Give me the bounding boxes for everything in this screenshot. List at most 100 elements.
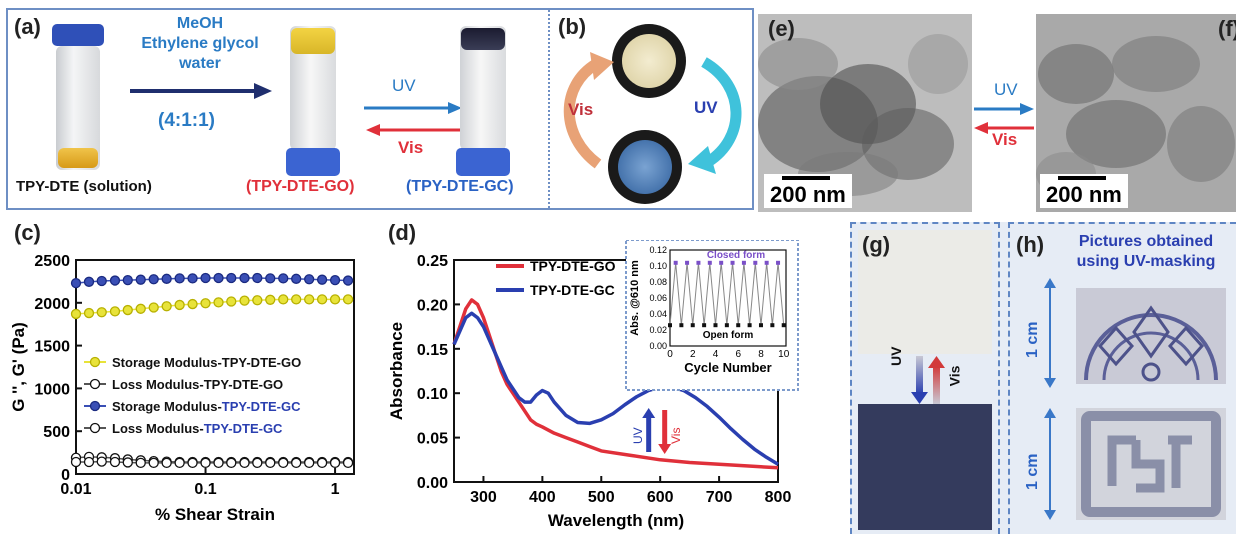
paper-after	[858, 404, 992, 530]
panel-h-title: Pictures obtained using UV-masking	[1060, 232, 1232, 272]
y-tick-label: 0	[61, 467, 70, 484]
data-point	[109, 306, 121, 317]
chart-modulus: 0 500 1000 1500 2000 2500 0.01 0.1 1 % Shear Stra…	[9, 253, 355, 524]
data-point	[83, 307, 95, 319]
data-point	[226, 457, 237, 469]
data-point	[122, 457, 133, 468]
vis-label-a: Vis	[398, 138, 424, 157]
data-point	[278, 273, 289, 284]
data-point	[226, 272, 237, 284]
data-point	[316, 294, 328, 305]
label-gc: (TPY-DTE-GC)	[406, 178, 514, 195]
x-tick-label: 600	[647, 489, 674, 506]
data-point	[187, 298, 198, 310]
inset-point	[747, 323, 752, 328]
inset-point	[730, 260, 735, 265]
inset-point	[770, 323, 775, 328]
scale-label-f: 200 nm	[1046, 182, 1122, 207]
panel-label-h: (h)	[1016, 232, 1045, 257]
arrows-uv-vis-ef	[974, 103, 1034, 134]
y-tick-label: 0.05	[417, 431, 448, 448]
legend-marker	[89, 356, 101, 368]
data-point	[174, 457, 185, 469]
vial-cap	[52, 24, 104, 46]
data-point	[304, 457, 315, 469]
legend-marker	[89, 400, 101, 412]
inset-y-tick-label: 0.08	[649, 277, 667, 287]
panel-label-f: (f)	[1218, 16, 1236, 41]
scale-bar-line	[1058, 176, 1106, 180]
legend-label: Storage Modulus-TPY-DTE-GO	[112, 355, 301, 370]
disc-gel-yellow	[612, 24, 686, 98]
scale-arrow-1	[1044, 278, 1056, 388]
y-axis-label: G '', G' (Pa)	[9, 322, 28, 412]
panel-label-b: (b)	[558, 14, 587, 39]
legend-label: TPY-DTE-GC	[530, 282, 615, 298]
scale-bar-e: 200 nm	[764, 174, 852, 208]
data-point	[304, 274, 315, 285]
data-point	[135, 274, 146, 285]
x-tick-label: 1	[331, 481, 340, 498]
scale-bar-line	[782, 176, 830, 180]
label-go: (TPY-DTE-GO)	[246, 178, 355, 195]
data-point	[70, 277, 82, 289]
data-point	[109, 275, 121, 286]
data-point	[252, 272, 263, 284]
data-point	[174, 273, 185, 284]
vial-go	[286, 26, 340, 178]
gel-disc	[622, 34, 676, 88]
data-point	[161, 301, 172, 312]
legend-label-suffix: TPY-DTE-GC	[204, 421, 283, 436]
legend-label: TPY-DTE-GO	[530, 258, 616, 274]
x-tick-label: 500	[588, 489, 615, 506]
inset-y-tick-label: 0.04	[649, 309, 667, 319]
legend-label-prefix: Loss Modulus-	[112, 377, 204, 392]
uv-label-g: UV	[888, 346, 904, 366]
x-tick-label: 800	[765, 489, 792, 506]
vis-arrow-shaft	[662, 410, 668, 446]
inset-point	[719, 260, 724, 265]
plot-frame	[75, 259, 355, 475]
legend-label: Loss Modulus-TPY-DTE-GC	[112, 421, 283, 436]
scale-bar-f: 200 nm	[1040, 174, 1128, 208]
inset-x-tick-label: 4	[713, 349, 719, 360]
panel-label-g-overlay: (g)	[862, 232, 891, 257]
inset-point	[690, 323, 695, 328]
inset-x-tick-label: 2	[690, 349, 696, 360]
data-point	[148, 302, 159, 313]
inset-point	[781, 323, 786, 328]
solvent-ratio: (4:1:1)	[158, 110, 216, 131]
data-point	[83, 276, 95, 287]
data-point	[200, 457, 211, 469]
inset-x-tick-label: 8	[758, 349, 764, 360]
uv-arrow-shaft	[646, 416, 652, 452]
data-point	[278, 457, 289, 469]
legend-label-prefix: Loss Modulus-	[112, 421, 204, 436]
data-point	[213, 272, 224, 284]
data-point	[187, 457, 198, 469]
data-point	[109, 456, 121, 468]
y-axis-label: Absorbance	[387, 322, 406, 420]
vial-cap	[286, 148, 340, 176]
legend-label-suffix: TPY-DTE-GO	[222, 355, 301, 370]
inset-point	[685, 260, 690, 265]
uv-arrow-label: UV	[631, 427, 645, 444]
scale-arrow-2	[1044, 408, 1056, 520]
y-tick-label: 2500	[34, 253, 70, 270]
y-tick-label: 1000	[34, 381, 70, 398]
data-point	[213, 297, 224, 308]
series-line	[75, 456, 349, 463]
data-point	[239, 272, 250, 284]
data-point	[316, 457, 328, 469]
data-point	[252, 457, 263, 469]
inset-point	[736, 323, 741, 328]
series-line	[75, 298, 349, 315]
gel-disc	[618, 140, 672, 194]
inset-y-tick-label: 0.00	[649, 341, 667, 351]
inset-point	[679, 323, 684, 328]
data-point	[161, 457, 172, 469]
legend-marker	[89, 422, 101, 434]
vis-label-g: Vis	[946, 365, 963, 387]
legend-label-suffix: TPY-DTE-GO	[204, 377, 283, 392]
inset-x-tick-label: 10	[778, 349, 790, 360]
